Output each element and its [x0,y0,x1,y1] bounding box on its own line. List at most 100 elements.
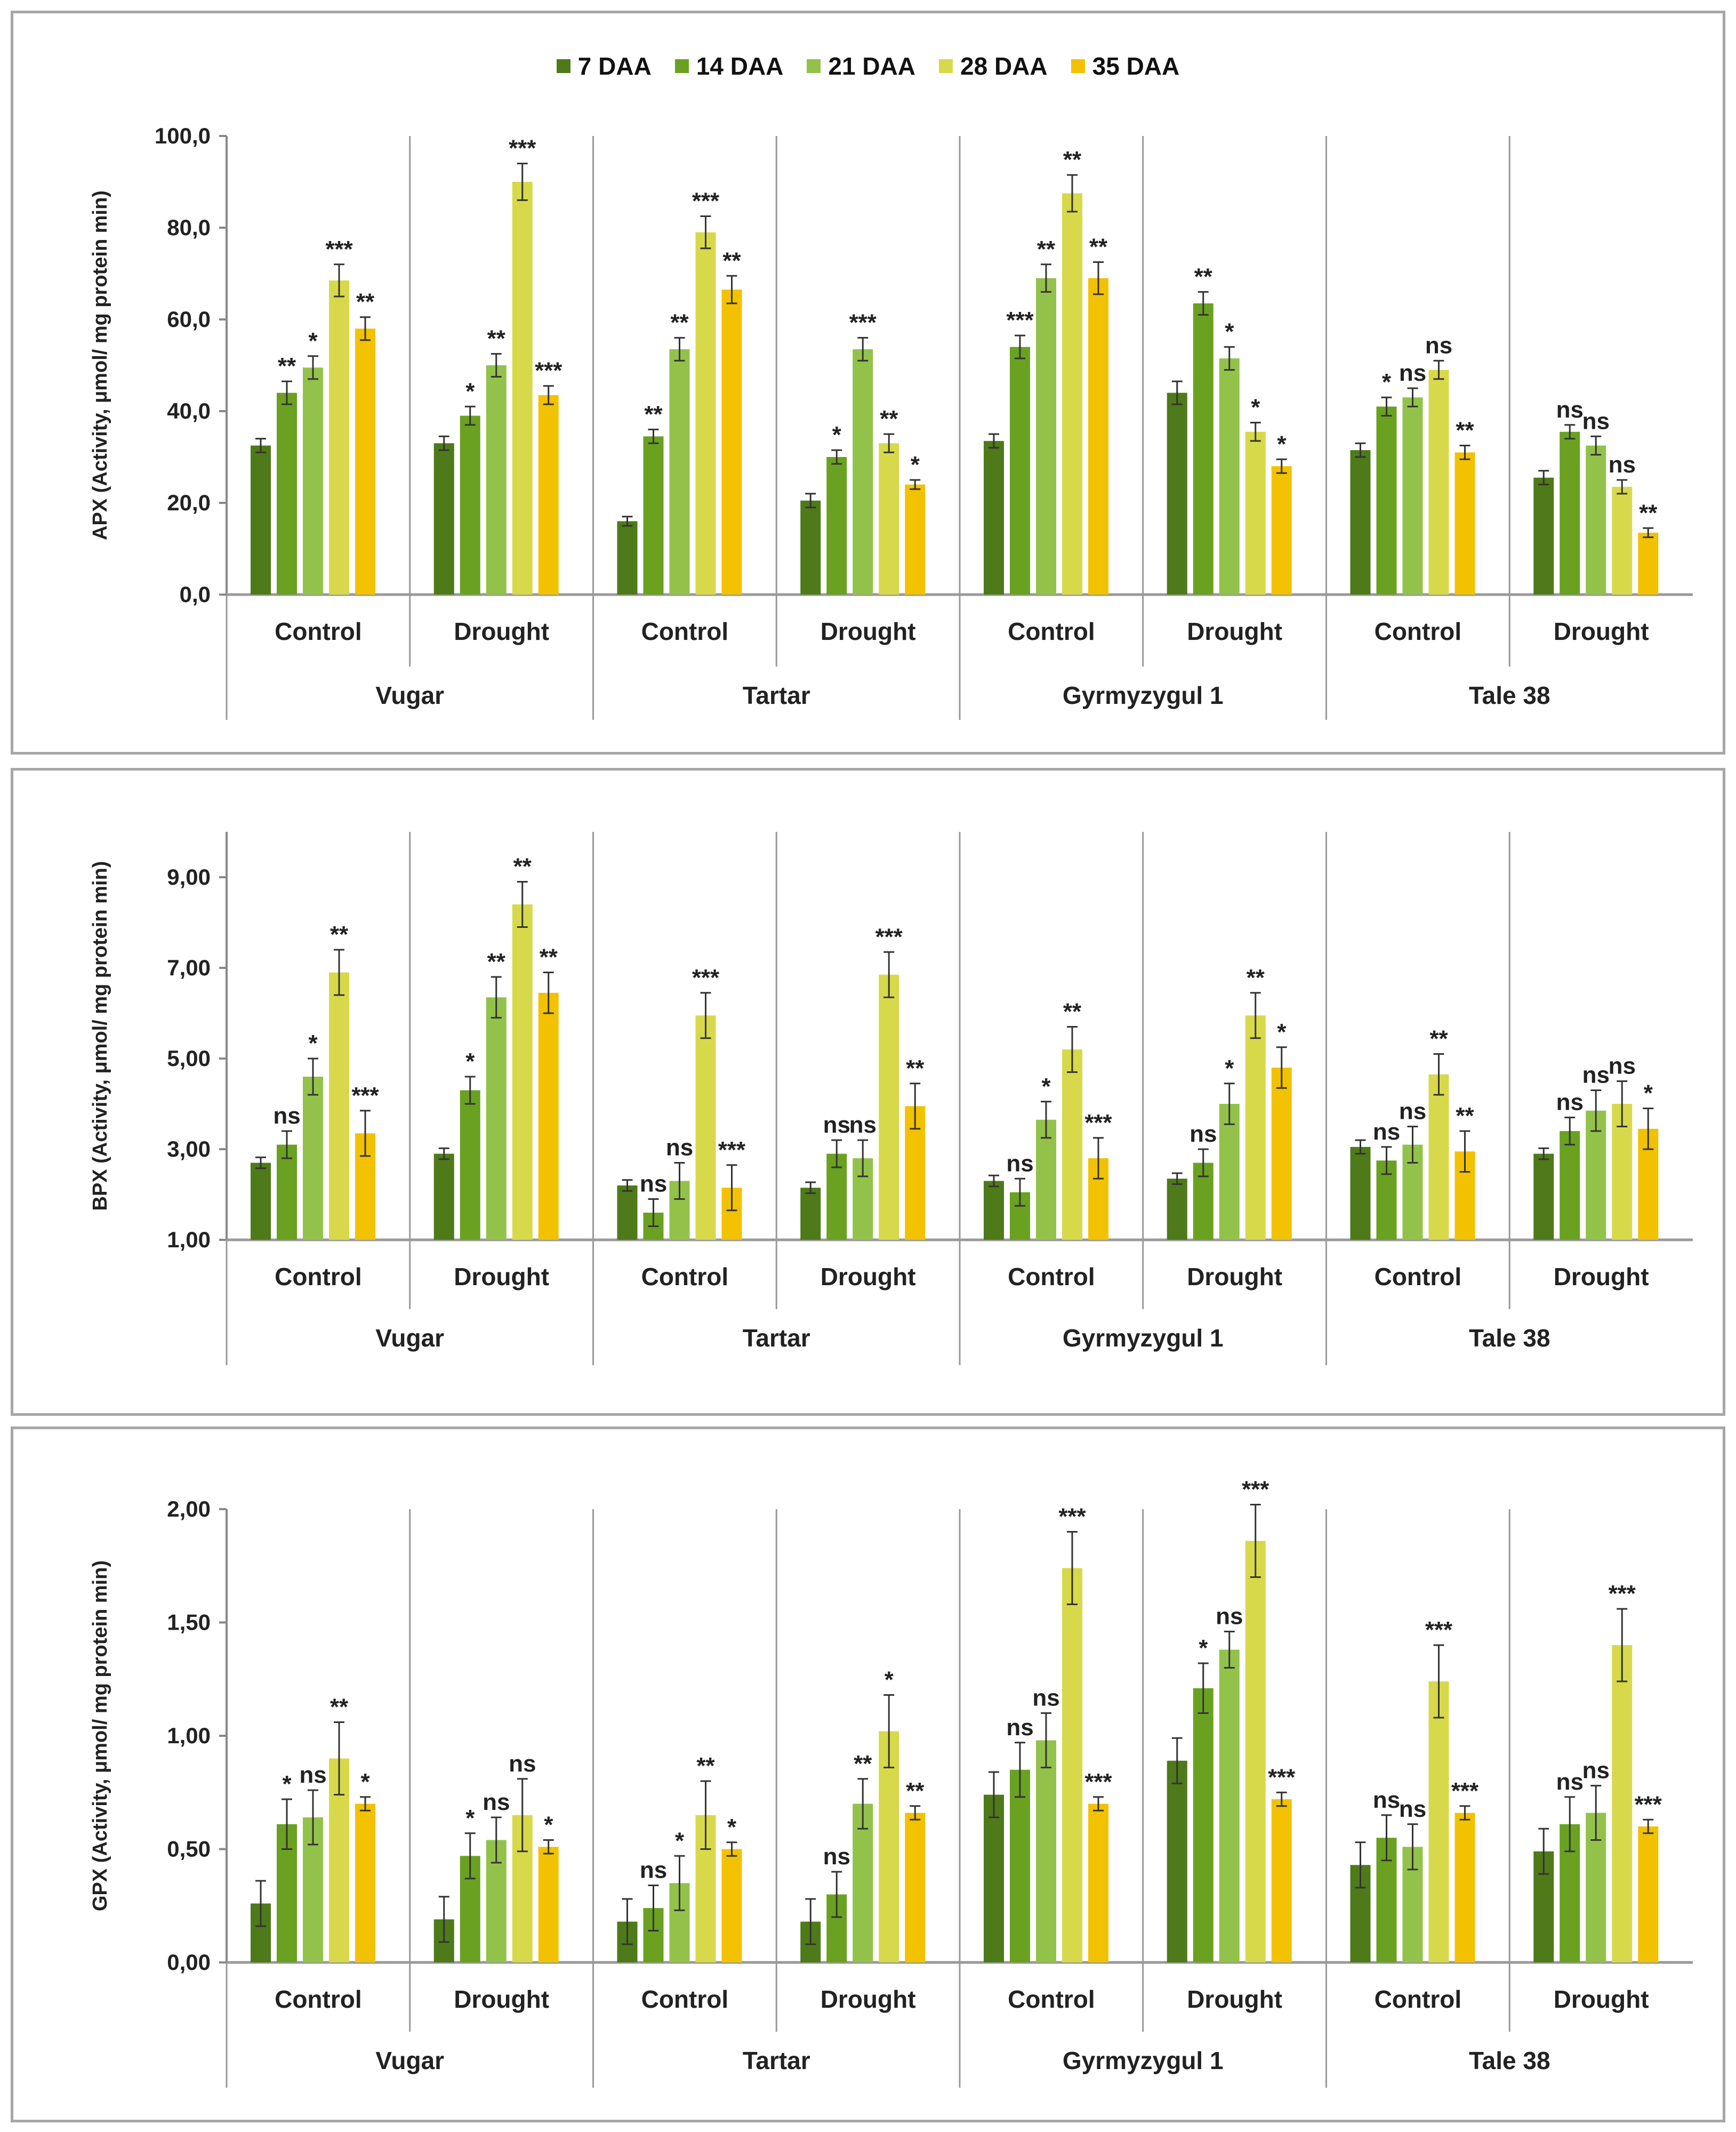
significance-label: * [465,1048,475,1075]
significance-label: ** [487,326,506,352]
legend-label: 7 DAA [577,52,652,80]
bar [1533,477,1554,595]
significance-label: * [308,328,318,354]
cultivar-label: Tartar [743,682,810,709]
significance-label: ns [509,1751,536,1777]
bar [1010,1769,1030,1962]
bpx-chart-panel: BPX (Activity, μmol/ mg protein min) 1,00… [11,768,1725,1416]
significance-label: ns [1582,408,1610,434]
bar [512,904,533,1240]
y-tick-label: 7,00 [167,955,211,980]
y-tick-label: 0,50 [167,1837,211,1862]
bar [486,997,507,1240]
bar [1193,1688,1213,1962]
legend-swatch [807,59,821,73]
significance-label: * [1225,319,1234,345]
significance-label: ** [1063,999,1082,1025]
significance-label: * [282,1771,292,1797]
bar [303,367,323,595]
bar [1350,1147,1371,1240]
y-tick-label: 9,00 [167,864,211,889]
legend-item-7-daa: 7 DAA [556,52,652,81]
significance-label: * [885,1667,894,1693]
significance-label: ns [1582,1062,1610,1088]
legend-label: 28 DAA [960,52,1048,80]
bar [1219,1104,1240,1240]
significance-label: ns [1556,1769,1584,1795]
significance-label: *** [351,1083,379,1109]
significance-label: ns [1032,1685,1059,1711]
condition-label: Control [1375,1263,1462,1291]
bar [1428,370,1449,595]
significance-label: ns [299,1762,326,1788]
y-tick-label: 40,0 [167,398,211,423]
bar [1010,347,1030,595]
significance-label: *** [1084,1110,1112,1136]
y-axis-label: BPX (Activity, μmol/ mg protein min) [89,861,111,1211]
bar [1586,445,1606,595]
bar [1062,1568,1082,1962]
bar [1533,1153,1554,1240]
legend-swatch [556,59,570,73]
bar [486,365,507,595]
condition-label: Control [275,1263,362,1291]
significance-label: ** [1247,965,1265,991]
significance-label: ** [722,247,741,274]
significance-label: ns [1556,1089,1584,1116]
significance-label: *** [1084,1769,1112,1795]
significance-label: ** [1194,263,1213,290]
bar [721,290,742,595]
condition-label: Drought [821,618,916,645]
legend-swatch [1071,59,1085,73]
significance-label: * [1382,369,1392,395]
legend: 7 DAA 14 DAA 21 DAA 28 DAA 35 DAA [13,52,1723,81]
bar [1454,452,1475,595]
bar [617,1185,638,1240]
significance-label: *** [1609,1581,1636,1607]
bar [433,1153,454,1240]
cultivar-label: Gyrmyzygul 1 [1063,1324,1224,1352]
condition-label: Drought [454,1263,549,1291]
significance-label: ns [483,1789,510,1815]
bar [1167,392,1187,595]
bar [303,1077,323,1240]
legend-label: 14 DAA [696,52,784,80]
bar [1586,1110,1606,1240]
bar [1088,1804,1108,1962]
condition-label: Control [1008,1263,1095,1291]
y-tick-label: 1,00 [167,1723,211,1748]
cultivar-label: Vugar [375,2047,444,2074]
bar [1638,1826,1659,1962]
condition-label: Control [641,618,729,645]
significance-label: * [911,452,920,478]
bar [460,1090,480,1240]
bar [1271,1068,1292,1240]
bar [355,328,375,595]
bar [538,992,559,1240]
significance-label: *** [849,309,877,335]
significance-label: *** [1635,1791,1662,1817]
significance-label: ns [1190,1121,1217,1147]
condition-label: Control [275,618,362,645]
significance-label: ns [1609,452,1636,478]
bar [1428,1074,1449,1240]
legend-item-28-daa: 28 DAA [939,52,1048,81]
significance-label: ns [1006,1150,1033,1176]
significance-label: ** [906,1055,925,1081]
bar [1271,466,1292,595]
cultivar-label: Tale 38 [1469,1324,1550,1352]
bar [1062,193,1082,595]
significance-label: ns [1399,360,1426,386]
significance-label: ns [640,1171,667,1197]
significance-label: ** [1456,1103,1474,1129]
significance-label: * [1644,1080,1653,1107]
significance-label: ** [1429,1026,1448,1052]
bar [1088,278,1108,595]
condition-label: Control [641,1263,729,1291]
bar [1612,486,1633,595]
bar [695,232,716,595]
bar [1219,358,1240,595]
bar [905,484,926,595]
significance-label: ns [1373,1787,1400,1813]
significance-label: ns [1609,1053,1636,1079]
